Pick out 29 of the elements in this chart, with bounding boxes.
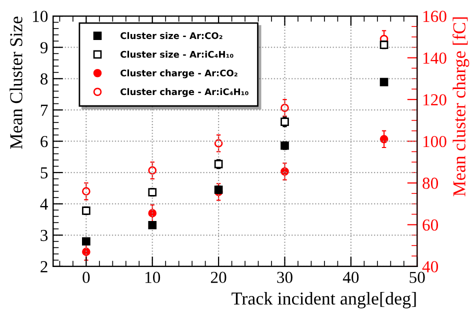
x-axis-title: Track incident angle[deg] — [232, 292, 416, 308]
y-tick-label: 3 — [40, 230, 48, 242]
y2-tick-label: 80 — [422, 178, 438, 189]
y-tick-label: 9 — [40, 42, 48, 54]
y-tick-label: 4 — [40, 198, 48, 210]
y-tick-label: 8 — [40, 73, 48, 85]
legend-label: Cluster charge - Ar:CO₂ — [120, 69, 238, 78]
y-tick-label: 2 — [40, 261, 48, 272]
x-tick-label: 10 — [146, 272, 160, 284]
legend-label: Cluster charge - Ar:iC₄H₁₀ — [120, 88, 248, 97]
y2-tick-label: 100 — [423, 136, 446, 148]
x-tick-label: 0 — [82, 272, 90, 284]
y2-tick-label: 140 — [423, 52, 446, 64]
y-tick-label: 6 — [40, 136, 48, 148]
y-tick-label: 7 — [40, 104, 48, 116]
x-tick-label: 50 — [410, 272, 425, 284]
y-tick-label: 5 — [40, 167, 48, 178]
y2-tick-label: 160 — [423, 10, 446, 22]
y-axis-title: Mean Cluster Size — [10, 16, 22, 149]
x-tick-label: 40 — [342, 272, 359, 284]
y2-tick-label: 60 — [422, 219, 438, 231]
x-tick-label: 30 — [277, 272, 292, 284]
y-tick-label: 10 — [33, 10, 48, 22]
y2-tick-label: 120 — [423, 94, 446, 106]
legend-label: Cluster size - Ar:CO₂ — [120, 32, 222, 40]
x-tick-label: 20 — [210, 272, 226, 284]
y2-tick-label: 40 — [422, 261, 438, 272]
y2-axis-title: Mean cluster charge [fC] — [452, 17, 470, 196]
legend-label: Cluster size - Ar:iC₄H₁₀ — [120, 50, 234, 58]
